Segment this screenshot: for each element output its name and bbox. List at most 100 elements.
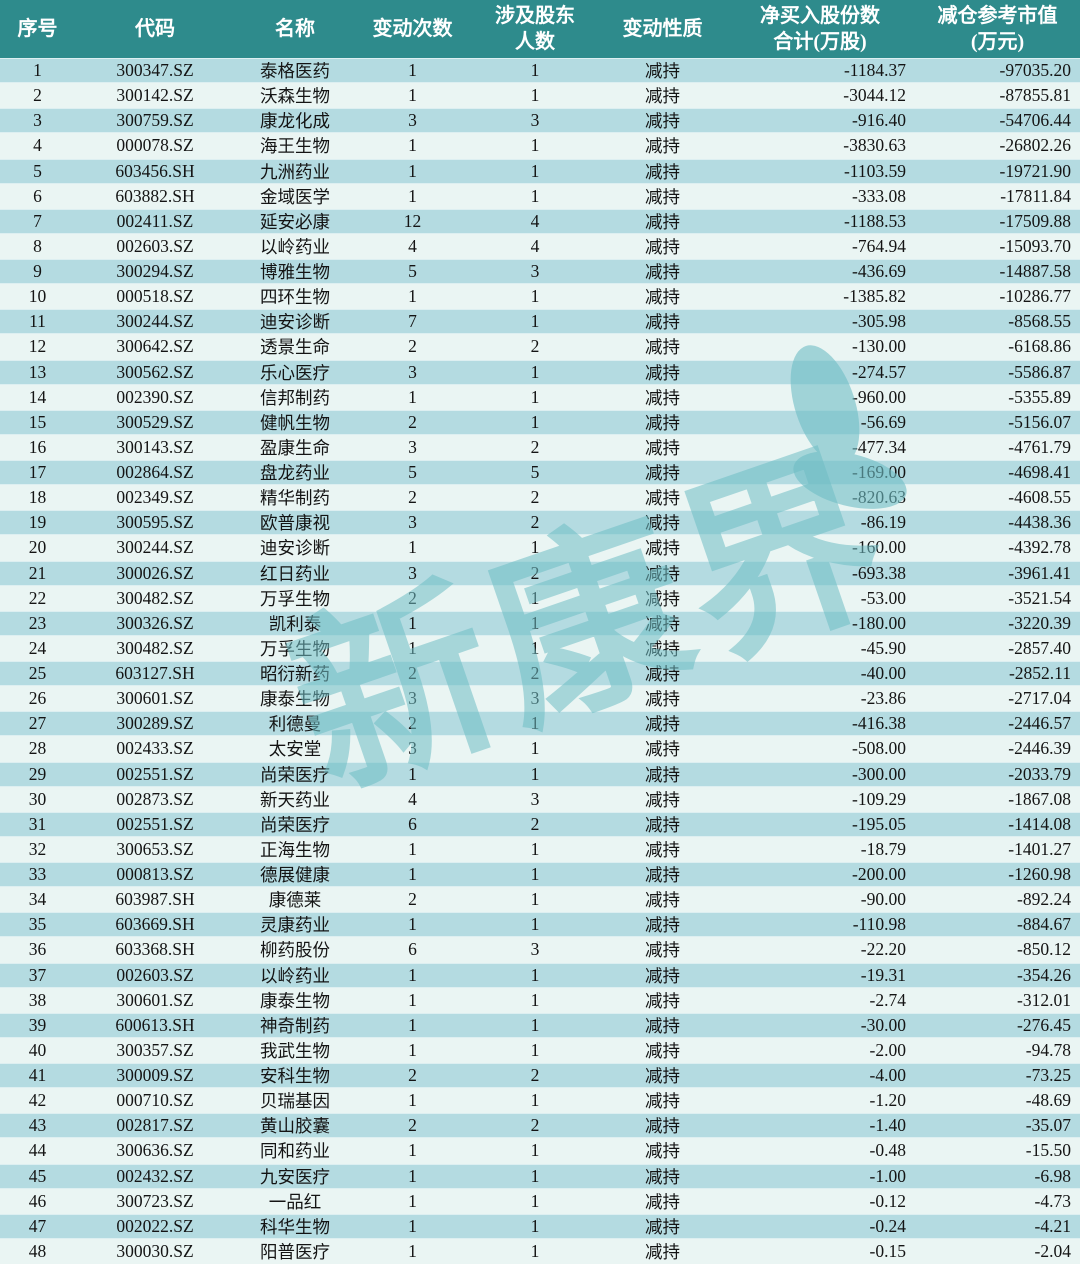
cell-net-shares: -1385.82 <box>725 284 915 309</box>
cell-text: -1385.82 <box>843 286 906 307</box>
cell-change-nature: 减持 <box>600 385 725 410</box>
cell-change-count: 1 <box>355 1088 470 1113</box>
cell-text: 减持 <box>645 613 680 634</box>
cell-text: 3 <box>408 436 417 457</box>
cell-text: 减持 <box>645 664 680 685</box>
cell-index: 40 <box>0 1038 75 1063</box>
cell-text: 减持 <box>645 463 680 484</box>
cell-text: 300482.SZ <box>116 637 194 658</box>
cell-text: 1 <box>408 286 417 307</box>
cell-code: 002817.SZ <box>75 1113 235 1138</box>
cell-change-count: 1 <box>355 837 470 862</box>
cell-text: 1 <box>530 1215 540 1236</box>
cell-index: 42 <box>0 1088 75 1113</box>
cell-holder-count: 1 <box>470 360 600 385</box>
cell-name: 以岭药业 <box>235 234 355 259</box>
cell-text: 300326.SZ <box>116 612 194 633</box>
cell-text: 2 <box>530 1065 540 1086</box>
cell-code: 300357.SZ <box>75 1038 235 1063</box>
cell-text: -10286.77 <box>999 286 1071 307</box>
cell-text: 2 <box>530 512 540 533</box>
cell-code: 300347.SZ <box>75 58 235 83</box>
cell-text: 32 <box>28 838 47 859</box>
cell-text: -5156.07 <box>1008 411 1071 432</box>
cell-text: -3521.54 <box>1008 587 1071 608</box>
cell-name: 太安堂 <box>235 736 355 761</box>
cell-change-count: 12 <box>355 209 470 234</box>
cell-text: 3 <box>33 110 42 131</box>
cell-text: 1 <box>408 1039 417 1060</box>
cell-net-shares: -0.15 <box>725 1239 915 1264</box>
cell-net-shares: -45.90 <box>725 636 915 661</box>
cell-net-shares: -764.94 <box>725 234 915 259</box>
cell-text: 2 <box>530 487 540 508</box>
cell-text: 6 <box>408 813 417 834</box>
table-row: 15 300529.SZ 健帆生物 2 1 减持 -56.69 -5156.07 <box>0 409 1080 435</box>
cell-holder-count: 3 <box>470 259 600 284</box>
cell-text: 1 <box>408 537 417 558</box>
header-col-code: 代码 <box>75 0 235 58</box>
cell-holder-count: 1 <box>470 1013 600 1038</box>
cell-code: 603368.SH <box>75 937 235 962</box>
cell-text: -4.73 <box>1034 1190 1071 1211</box>
cell-text: 减持 <box>645 764 680 785</box>
cell-name: 尚荣医疗 <box>235 762 355 787</box>
cell-market-value: -3220.39 <box>915 611 1080 636</box>
cell-text: 002551.SZ <box>116 763 194 784</box>
cell-market-value: -48.69 <box>915 1088 1080 1113</box>
cell-text: 10 <box>28 286 47 307</box>
cell-index: 47 <box>0 1214 75 1239</box>
cell-change-count: 1 <box>355 963 470 988</box>
cell-change-count: 2 <box>355 485 470 510</box>
cell-change-count: 1 <box>355 862 470 887</box>
cell-text: 1 <box>530 864 540 885</box>
table-row: 42 000710.SZ 贝瑞基因 1 1 减持 -1.20 -48.69 <box>0 1088 1080 1114</box>
cell-name: 康泰生物 <box>235 988 355 1013</box>
cell-name: 阳普医疗 <box>235 1239 355 1264</box>
cell-index: 7 <box>0 209 75 234</box>
cell-text: -1414.08 <box>1008 813 1071 834</box>
cell-text: 金域医学 <box>260 186 330 207</box>
cell-name: 康泰生物 <box>235 686 355 711</box>
cell-text: 300601.SZ <box>116 688 194 709</box>
cell-index: 13 <box>0 360 75 385</box>
cell-text: 减持 <box>645 1141 680 1162</box>
cell-change-count: 3 <box>355 561 470 586</box>
cell-holder-count: 1 <box>470 1138 600 1163</box>
cell-text: 002432.SZ <box>116 1165 194 1186</box>
cell-text: 3 <box>530 261 540 282</box>
cell-index: 26 <box>0 686 75 711</box>
cell-name: 万孚生物 <box>235 636 355 661</box>
cell-change-count: 4 <box>355 234 470 259</box>
cell-change-nature: 减持 <box>600 1164 725 1189</box>
cell-text: -916.40 <box>852 110 906 131</box>
cell-code: 600613.SH <box>75 1013 235 1038</box>
cell-change-nature: 减持 <box>600 762 725 787</box>
cell-text: -110.98 <box>852 914 906 935</box>
table-row: 19 300595.SZ 欧普康视 3 2 减持 -86.19 -4438.36 <box>0 510 1080 536</box>
cell-change-nature: 减持 <box>600 1239 725 1264</box>
cell-text: 300357.SZ <box>116 1039 194 1060</box>
cell-text: -130.00 <box>852 336 906 357</box>
cell-text: 3 <box>408 562 417 583</box>
cell-text: 1 <box>530 135 540 156</box>
cell-holder-count: 5 <box>470 460 600 485</box>
cell-change-count: 2 <box>355 1063 470 1088</box>
cell-market-value: -4761.79 <box>915 435 1080 460</box>
cell-text: 减持 <box>645 236 680 257</box>
table-row: 29 002551.SZ 尚荣医疗 1 1 减持 -300.00 -2033.79 <box>0 761 1080 787</box>
cell-code: 300653.SZ <box>75 837 235 862</box>
cell-name: 黄山胶囊 <box>235 1113 355 1138</box>
cell-text: 24 <box>28 637 47 658</box>
cell-change-nature: 减持 <box>600 360 725 385</box>
cell-text: -1.00 <box>869 1165 906 1186</box>
table-header: 序号 代码 名称 变动次数 涉及股东 人数 变动性质 净买入股份数 合计(万股) 减仓参考市值 (万… <box>0 0 1080 58</box>
cell-name: 乐心医疗 <box>235 360 355 385</box>
cell-text: 300723.SZ <box>116 1190 194 1211</box>
cell-text: 7 <box>408 311 417 332</box>
cell-text: 减持 <box>645 789 680 810</box>
cell-text: 减持 <box>645 538 680 559</box>
cell-net-shares: -1188.53 <box>725 209 915 234</box>
cell-index: 48 <box>0 1239 75 1264</box>
cell-text: 乐心医疗 <box>260 362 330 383</box>
